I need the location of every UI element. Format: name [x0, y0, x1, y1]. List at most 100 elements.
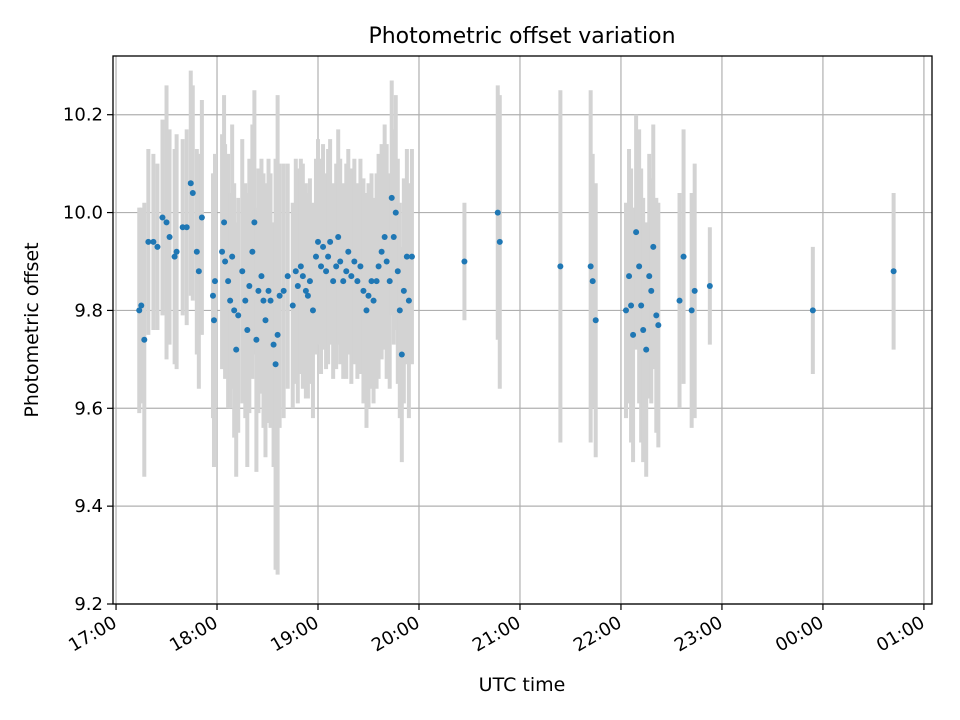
data-point: [189, 190, 196, 196]
data-point: [640, 327, 647, 333]
plot-frame: [112, 55, 933, 605]
data-point: [408, 253, 415, 260]
data-point: [299, 273, 306, 280]
data-point: [589, 278, 596, 285]
y-tick-label: 10.2: [63, 105, 103, 126]
data-point: [258, 273, 265, 280]
data-point: [325, 253, 332, 260]
data-point: [388, 194, 395, 201]
data-point: [233, 346, 240, 353]
x-tick-label: 23:00: [671, 612, 726, 656]
data-point: [289, 302, 296, 309]
error-bars: [137, 70, 896, 575]
x-tick-label: 21:00: [469, 612, 524, 656]
data-point: [312, 253, 319, 260]
data-point: [368, 278, 375, 285]
data-point: [638, 302, 645, 309]
data-point: [141, 336, 148, 343]
data-point: [302, 287, 309, 294]
data-point: [244, 327, 251, 333]
data-point: [323, 268, 330, 275]
data-point: [405, 297, 412, 304]
data-point: [375, 263, 382, 270]
data-point: [688, 307, 695, 314]
x-tick-label: 00:00: [772, 612, 827, 656]
data-point: [163, 219, 170, 226]
x-tick-label: 20:00: [368, 612, 423, 656]
data-point: [327, 238, 334, 245]
data-point: [809, 307, 816, 314]
data-point: [249, 248, 256, 255]
data-point: [222, 258, 229, 265]
data-point: [494, 209, 501, 216]
data-point: [653, 312, 660, 319]
data-point: [335, 234, 342, 241]
data-point: [159, 214, 166, 221]
data-point: [235, 312, 242, 319]
data-point: [351, 258, 358, 265]
data-point: [461, 258, 468, 265]
x-tick-label: 22:00: [570, 612, 625, 656]
data-point: [242, 297, 249, 304]
data-point: [676, 297, 683, 304]
data-point: [284, 273, 291, 280]
data-point: [227, 297, 234, 304]
data-point: [239, 268, 246, 275]
data-point: [171, 253, 178, 260]
data-point: [650, 243, 657, 250]
data-point: [400, 287, 407, 294]
data-point: [150, 238, 157, 245]
data-point: [270, 341, 277, 348]
data-point: [246, 282, 253, 289]
x-tick-label: 18:00: [166, 612, 221, 656]
chart-title: Photometric offset variation: [368, 24, 675, 49]
data-point: [276, 292, 283, 299]
x-axis-label: UTC time: [479, 674, 566, 696]
y-tick-label: 10.0: [63, 203, 103, 224]
data-point: [195, 268, 202, 275]
data-point: [381, 234, 388, 241]
data-point: [394, 268, 401, 275]
data-point: [274, 331, 281, 338]
data-point: [383, 258, 390, 265]
data-point: [691, 287, 698, 294]
data-point: [706, 282, 713, 289]
data-point: [365, 292, 372, 299]
y-tick-label: 9.8: [74, 300, 103, 321]
data-point: [343, 268, 350, 275]
data-point: [354, 278, 361, 285]
x-tick-label: 19:00: [267, 612, 322, 656]
y-axis: 9.2 9.4 9.6 9.8 10.0 10.2: [63, 105, 113, 615]
data-point: [373, 278, 380, 285]
data-point: [292, 268, 299, 275]
data-point: [251, 219, 258, 226]
data-point: [370, 297, 377, 304]
data-point: [193, 248, 200, 255]
x-tick-label: 01:00: [873, 612, 928, 656]
data-point: [333, 263, 340, 270]
data-point: [183, 224, 190, 231]
data-point: [592, 317, 599, 324]
x-axis: 17:00 18:00 19:00 20:00 21:00 22:00 23:00 00:00…: [65, 604, 928, 656]
data-point: [253, 336, 260, 343]
data-point: [360, 287, 367, 294]
data-points: [136, 180, 897, 368]
data-point: [304, 292, 311, 299]
y-tick-label: 9.6: [74, 398, 103, 419]
data-point: [392, 209, 399, 216]
data-point: [280, 287, 287, 294]
y-axis-label: Photometric offset: [21, 242, 43, 417]
data-point: [363, 307, 370, 314]
data-point: [318, 263, 325, 270]
data-point: [211, 278, 218, 285]
data-point: [210, 317, 217, 324]
data-point: [294, 282, 301, 289]
data-point: [390, 234, 397, 241]
data-point: [646, 273, 653, 280]
data-point: [340, 278, 347, 285]
data-point: [386, 278, 393, 285]
data-point: [138, 302, 145, 309]
data-point: [496, 238, 503, 245]
data-point: [198, 214, 205, 221]
data-point: [225, 278, 232, 285]
